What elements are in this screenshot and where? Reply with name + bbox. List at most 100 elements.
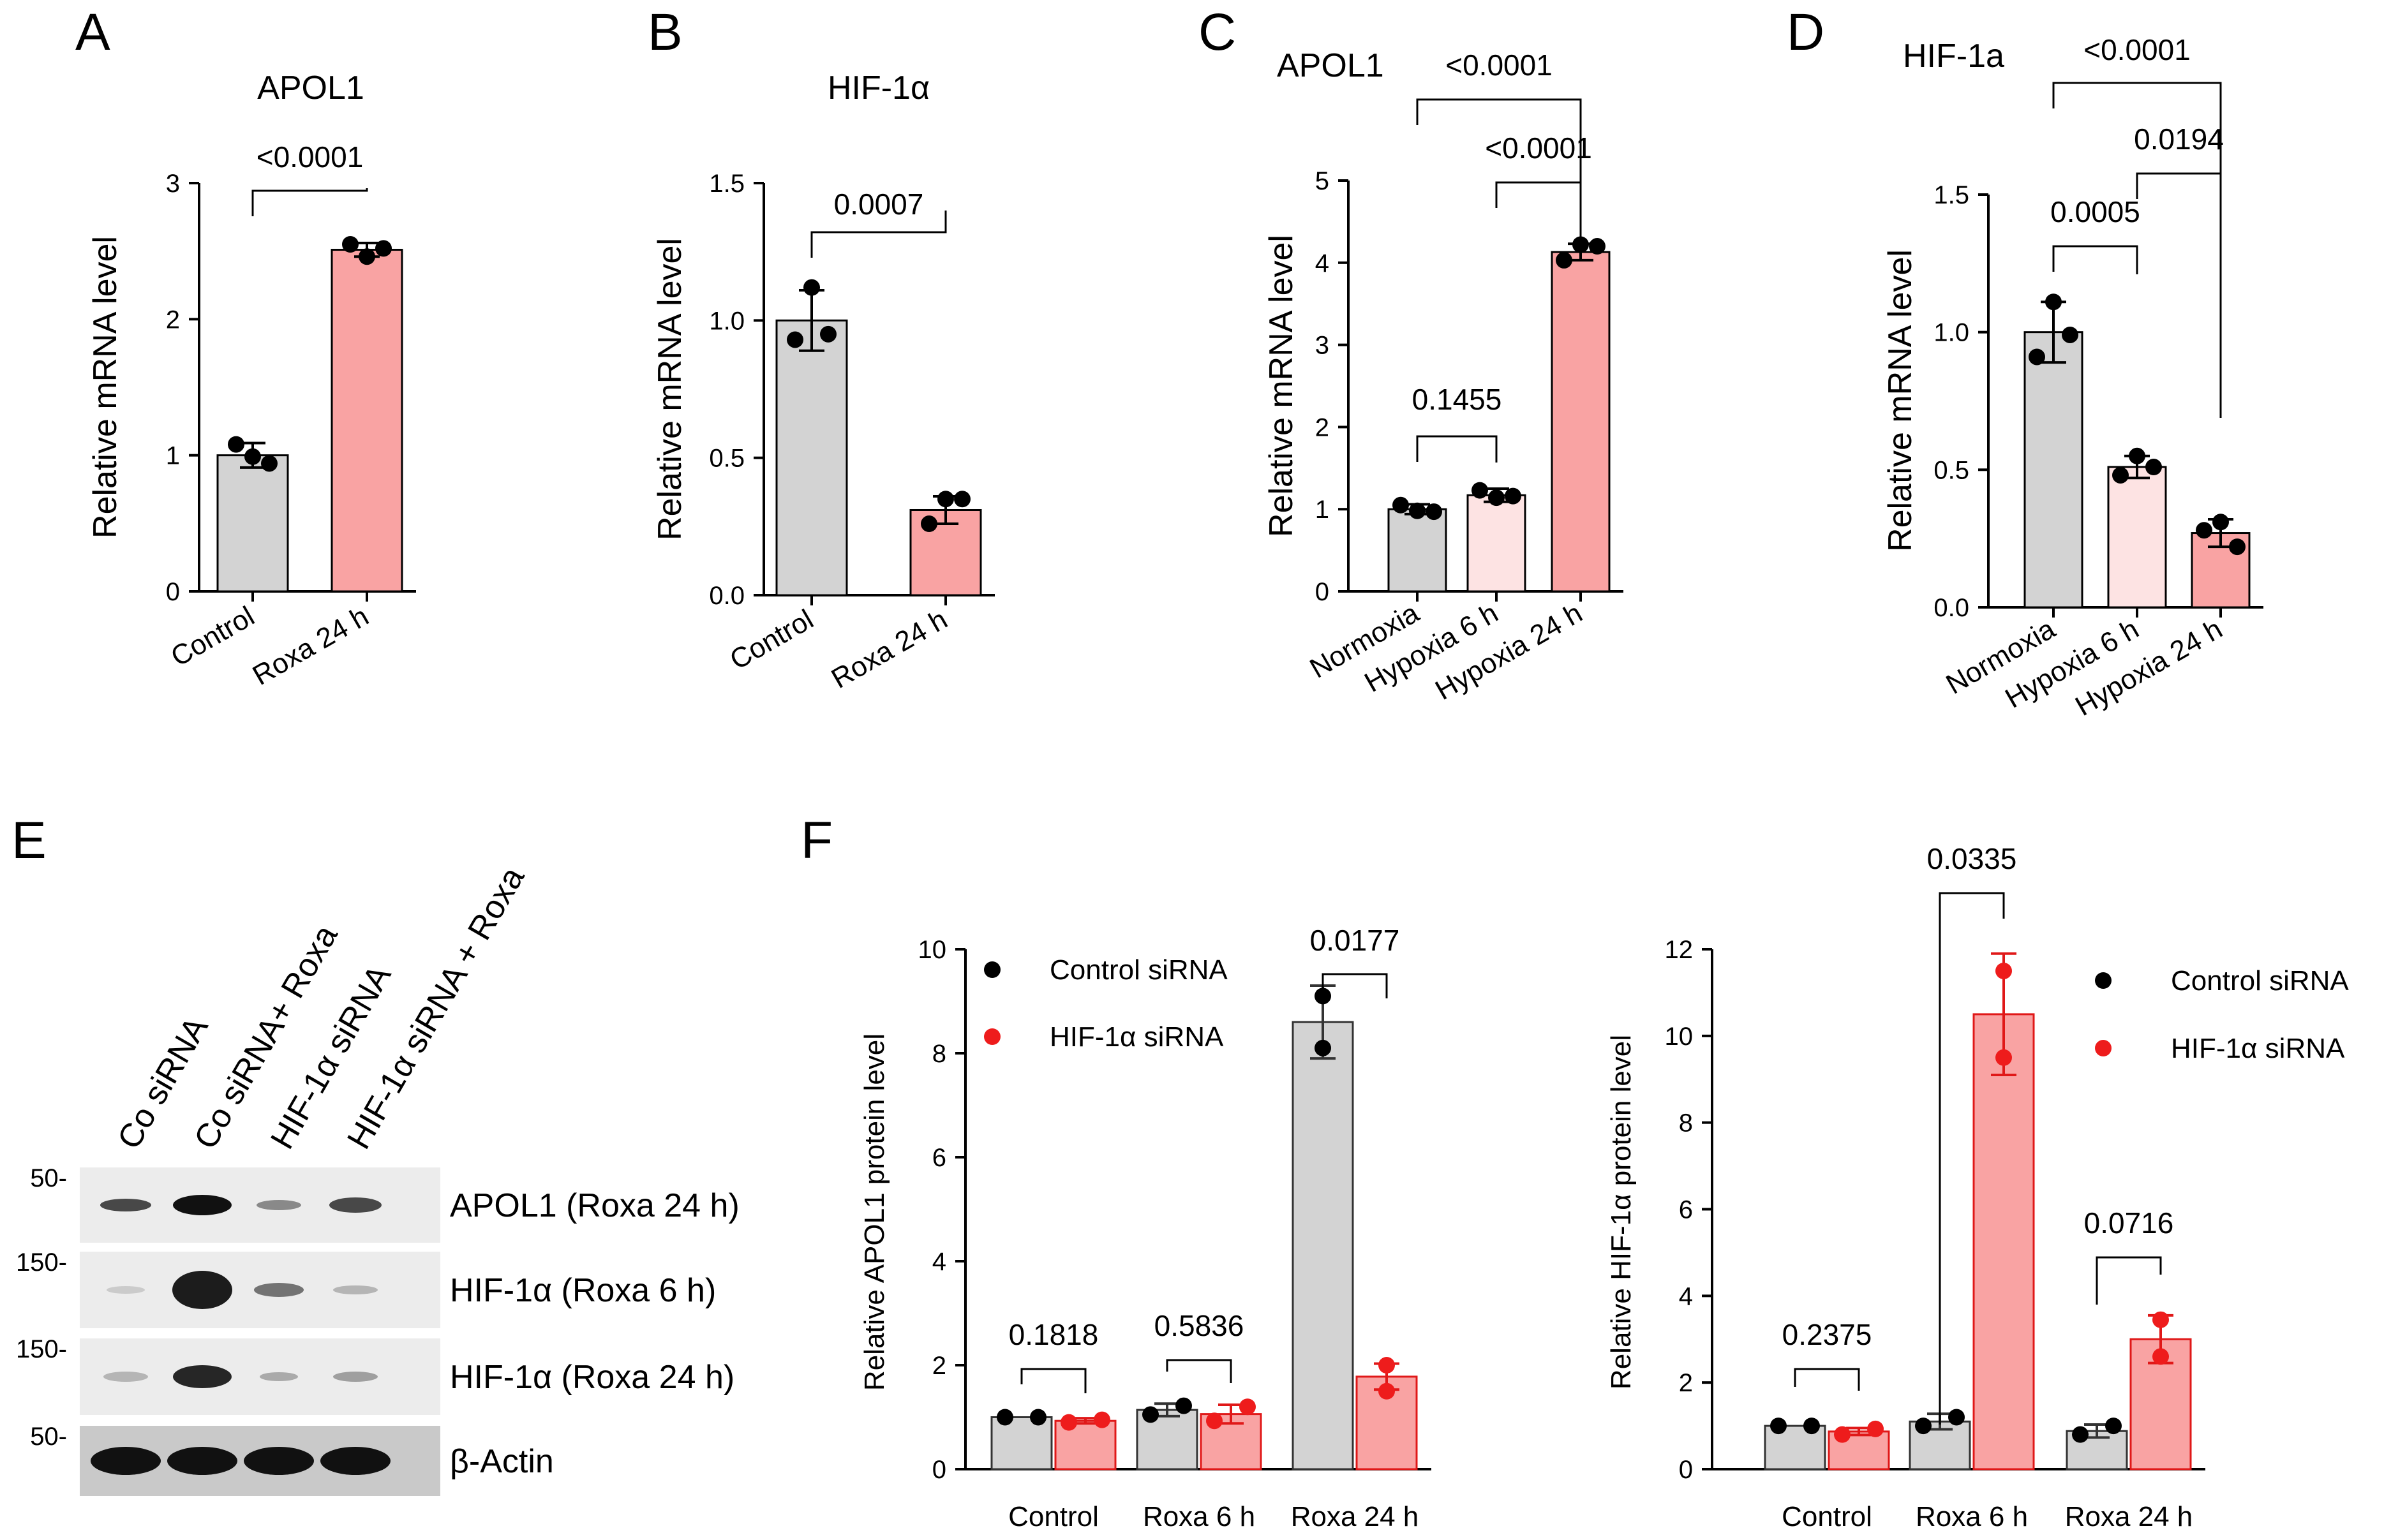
bar [1466,494,1526,593]
y-tick-label: 1.5 [1933,181,1969,209]
bar [1292,1021,1354,1470]
blot-band [91,1447,161,1475]
panel-letter-a: A [75,3,110,61]
data-point [261,455,278,472]
data-point [1239,1398,1256,1416]
data-point [921,515,937,533]
comparison-bracket [1794,1368,1860,1391]
y-axis-label: Relative mRNA level [1263,235,1300,537]
blot-band [260,1372,298,1381]
blot-band [329,1197,382,1213]
p-value-label: 0.0005 [2050,195,2140,228]
data-point [1505,487,1521,505]
legend-label: Control siRNA [2171,965,2349,996]
p-value-label: 0.5836 [1154,1309,1244,1342]
data-point [1094,1411,1110,1428]
comparison-bracket [2052,245,2138,274]
data-point [2212,514,2229,531]
bar [775,319,848,596]
legend-marker [984,961,1001,978]
comparison-bracket [1416,98,1582,246]
data-point [1803,1418,1820,1435]
comparison-bracket [1166,1359,1232,1383]
data-point [375,240,392,257]
y-tick-label: 0 [1315,578,1329,606]
mw-marker: 150- [16,1248,67,1277]
y-tick-label: 1.0 [709,307,745,335]
legend-label: HIF-1α siRNA [1050,1021,1224,1053]
p-value-label: <0.0001 [1485,131,1592,165]
p-value-label: 0.2375 [1782,1318,1872,1351]
data-point [937,491,954,508]
legend-marker [2095,972,2112,989]
data-point [2029,348,2045,366]
blot-band [173,1365,232,1388]
panel-letter-d: D [1787,3,1824,61]
x-tick-label: Roxa 6 h [1143,1501,1255,1532]
x-tick-label: Control [1782,1501,1872,1532]
y-tick-label: 3 [166,170,180,198]
p-value-label: 0.1818 [1009,1318,1099,1351]
data-point [787,331,803,348]
blot-band [172,1271,232,1309]
data-point [1471,482,1488,499]
mw-marker: 150- [16,1335,67,1363]
y-tick-label: 0 [166,578,180,606]
comparison-bracket [2096,1256,2162,1305]
p-value-label: <0.0001 [257,140,364,174]
bar [990,1416,1053,1470]
data-point [2145,459,2162,476]
chart-panel-f: Relative APOL1 protein level 0 2 4 6 8 10 Contr… [859,924,1431,1532]
chart-panel-a: APOL1 Relative mRNA level 0 1 2 3 ControlRoxa … [87,70,416,692]
chart-panel-f2: Relative HIF-1α protein level 0 2 4 6 8 10 12 Co… [1605,842,2349,1532]
data-point [1061,1414,1077,1431]
comparison-bracket [2052,82,2222,418]
y-axis-label: Relative mRNA level [1882,249,1919,552]
comparison-bracket [251,188,368,216]
blot-row-label: APOL1 (Roxa 24 h) [450,1187,740,1224]
y-tick-label: 0.5 [709,445,745,473]
data-point [1409,502,1426,519]
x-tick-label: Roxa 24 h [1291,1501,1419,1532]
y-tick-label: 0.0 [709,582,745,610]
y-tick-label: 4 [1679,1282,1693,1310]
p-value-label: <0.0001 [1445,48,1553,82]
data-point [2152,1348,2169,1365]
bar [331,249,403,593]
data-point [2196,522,2212,539]
y-tick-label: 12 [1665,936,1694,964]
chart-title: APOL1 [257,70,364,107]
data-point [1488,489,1505,507]
data-point [1770,1418,1787,1435]
y-tick-label: 1.0 [1933,319,1969,347]
blot-band [320,1447,391,1475]
data-point [2129,447,2145,464]
mw-marker: 50- [30,1423,67,1451]
blot-band [257,1200,301,1210]
legend-marker [984,1028,1001,1045]
y-tick-label: 0.5 [1933,456,1969,484]
y-axis-label: Relative mRNA level [652,238,689,540]
blot-band [173,1195,232,1215]
y-tick-label: 0.0 [1933,594,1969,622]
data-point [2072,1426,2089,1443]
blot-band [103,1372,148,1382]
data-point [228,436,244,453]
p-value-label: 0.0007 [834,188,924,221]
y-tick-label: 0 [932,1456,946,1484]
y-axis-label: Relative mRNA level [87,236,124,538]
y-tick-label: 5 [1315,167,1329,195]
data-point [244,448,261,465]
chart-title: HIF-1a [1903,38,2004,75]
data-point [1142,1406,1159,1423]
legend-label: HIF-1α siRNA [2171,1033,2345,1064]
comparison-bracket [1939,892,2005,1425]
data-point [2045,293,2062,311]
data-point [997,1409,1013,1426]
y-tick-label: 2 [932,1352,946,1380]
p-value-label: 0.0335 [1927,842,2017,875]
y-tick-label: 10 [1665,1023,1694,1051]
y-tick-label: 2 [1315,413,1329,441]
